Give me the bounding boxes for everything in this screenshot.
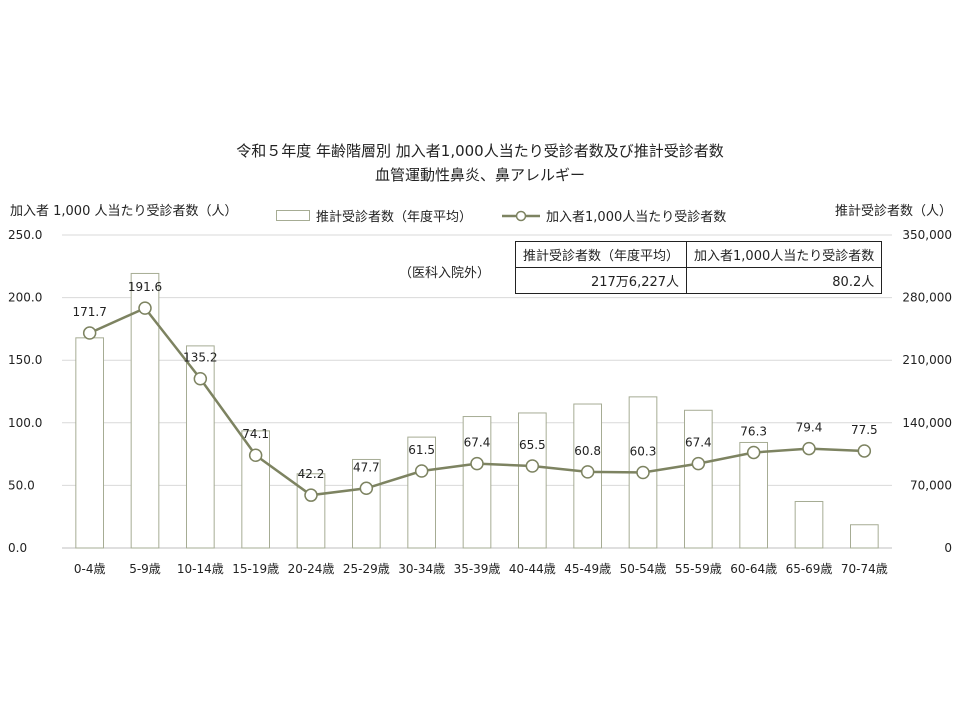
x-tick-label: 45-49歳: [564, 562, 611, 576]
line-point: [525, 459, 540, 473]
summary-header-estimated: 推計受診者数（年度平均）: [514, 241, 688, 268]
x-tick-label: 20-24歳: [288, 562, 335, 576]
line-point: [470, 456, 484, 471]
legend-line-label: 加入者1,000人当たり受診者数: [546, 210, 727, 225]
legend-item-bar: 推計受診者数（年度平均）: [276, 206, 472, 225]
right-axis-title: 推計受診者数（人）: [834, 204, 952, 219]
x-tick-label: 65-69歳: [786, 562, 833, 576]
line-point: [802, 441, 816, 456]
bar: [241, 430, 270, 549]
summary-value-per1000: 80.2人: [686, 267, 883, 294]
summary-header-per1000: 加入者1,000人当たり受診者数: [686, 241, 883, 268]
data-label: 79.4: [796, 421, 823, 435]
line-point: [248, 448, 263, 462]
note-text: （医科入院外）: [399, 266, 491, 281]
x-tick-label: 0-4歳: [74, 562, 106, 576]
y-left-tick-label: 200.0: [8, 291, 42, 305]
data-label: 191.6: [128, 280, 162, 294]
line-point: [359, 481, 374, 496]
data-label: 61.5: [408, 443, 435, 457]
data-label: 76.3: [740, 424, 767, 438]
x-tick-label: 5-9歳: [129, 562, 161, 576]
x-tick-label: 70-74歳: [841, 562, 888, 576]
y-right-tick-label: 350,000: [902, 228, 952, 242]
y-left-tick-label: 250.0: [8, 228, 42, 242]
left-axis-title: 加入者 1,000 人当たり受診者数（人）: [10, 204, 238, 219]
data-label: 67.4: [685, 436, 712, 450]
chart-subtitle: 血管運動性鼻炎、鼻アレルギー: [374, 166, 585, 184]
line-point: [193, 371, 208, 386]
bar: [352, 458, 381, 549]
legend: 推計受診者数（年度平均） 加入者1,000人当たり受診者数: [276, 206, 756, 225]
bar: [739, 441, 768, 549]
legend-bar-swatch: [276, 210, 310, 221]
x-tick-label: 60-64歳: [730, 562, 777, 576]
x-tick-label: 25-29歳: [343, 562, 390, 576]
x-tick-label: 50-54歳: [620, 562, 667, 576]
x-tick-label: 15-19歳: [232, 562, 279, 576]
y-right-tick-label: 140,000: [902, 416, 952, 430]
y-left-tick-label: 150.0: [8, 353, 42, 367]
summary-value-estimated: 217万6,227人: [514, 267, 688, 294]
line-point: [691, 456, 706, 471]
legend-item-line: 加入者1,000人当たり受診者数: [502, 206, 726, 225]
data-label: 74.1: [242, 427, 269, 441]
x-tick-label: 40-44歳: [509, 562, 556, 576]
y-left-tick-label: 50.0: [8, 478, 35, 492]
data-label: 67.4: [464, 436, 491, 450]
y-left-tick-label: 0.0: [8, 541, 27, 555]
chart-title: 令和５年度 年齢階層別 加入者1,000人当たり受診者数及び推計受診者数: [236, 142, 724, 160]
line-point: [138, 301, 152, 315]
data-label: 42.2: [298, 467, 325, 481]
data-label: 77.5: [851, 423, 878, 437]
legend-line-swatch: [502, 210, 541, 221]
data-label: 171.7: [72, 305, 106, 319]
x-tick-label: 35-39歳: [454, 562, 501, 576]
line-point: [857, 444, 872, 458]
x-tick-label: 30-34歳: [398, 562, 445, 576]
bar: [75, 337, 105, 549]
bar: [296, 473, 326, 549]
y-right-tick-label: 70,000: [910, 478, 952, 492]
x-tick-label: 10-14歳: [177, 562, 224, 576]
data-label: 47.7: [353, 460, 380, 474]
data-label: 65.5: [519, 438, 546, 452]
y-right-tick-label: 210,000: [902, 353, 952, 367]
summary-table: 推計受診者数（年度平均） 加入者1,000人当たり受診者数 217万6,227人…: [514, 241, 883, 294]
data-label: 135.2: [183, 351, 217, 365]
line-point: [580, 465, 595, 479]
bar: [794, 500, 824, 549]
data-label: 60.8: [574, 444, 601, 458]
bar: [462, 416, 492, 549]
line-point: [414, 464, 429, 478]
line-point: [636, 465, 650, 480]
bar: [407, 436, 437, 549]
line-point: [746, 445, 761, 460]
y-right-tick-label: 0: [944, 541, 952, 555]
bar: [850, 524, 879, 549]
data-label: 60.3: [630, 445, 657, 459]
legend-bar-label: 推計受診者数（年度平均）: [316, 210, 473, 225]
bar: [518, 412, 547, 549]
x-tick-label: 55-59歳: [675, 562, 722, 576]
line-point: [304, 488, 318, 502]
y-right-tick-label: 280,000: [902, 291, 952, 305]
y-left-tick-label: 100.0: [8, 416, 42, 430]
bar: [684, 409, 713, 549]
line-point: [82, 326, 97, 340]
